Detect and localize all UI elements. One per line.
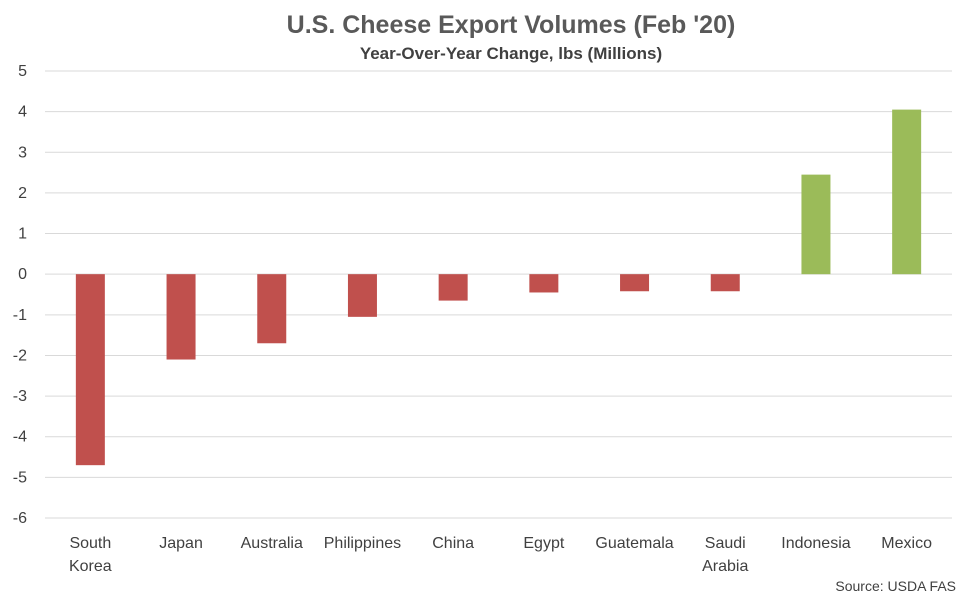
x-tick-label: Saudi Arabia (702, 535, 748, 575)
chart-title: U.S. Cheese Export Volumes (Feb '20) (287, 11, 736, 39)
bar (438, 274, 468, 301)
y-tick-label: 3 (18, 144, 27, 161)
y-tick-label: 1 (18, 226, 27, 243)
x-tick-label: Egypt (523, 535, 564, 552)
gridlines (45, 70, 952, 519)
y-tick-label: -1 (13, 307, 27, 324)
x-axis-labels: South Korea Japan Australia Philippines China… (69, 535, 932, 575)
y-tick-label: 5 (18, 63, 27, 80)
source-note: Source: USDA FAS (835, 578, 956, 594)
x-tick-label: Guatemala (595, 535, 673, 552)
bar (529, 274, 559, 293)
y-tick-label: -3 (13, 388, 27, 405)
y-tick-label: 0 (18, 266, 27, 283)
y-tick-label: -6 (13, 510, 27, 527)
y-tick-label: -4 (13, 429, 27, 446)
x-tick-label: South Korea (69, 535, 112, 575)
bar (75, 274, 105, 466)
chart-subtitle: Year-Over-Year Change, lbs (Millions) (360, 44, 662, 63)
y-tick-label: 2 (18, 185, 27, 202)
bar (347, 274, 377, 317)
x-tick-label: Australia (241, 535, 303, 552)
x-tick-label: Japan (159, 535, 203, 552)
y-axis-ticks: 5 4 3 2 1 0 -1 -2 -3 -4 -5 -6 (13, 63, 27, 527)
bar (620, 274, 650, 292)
x-tick-label: Philippines (324, 535, 401, 552)
bar (257, 274, 287, 344)
bar (166, 274, 196, 360)
bars (75, 109, 922, 466)
y-tick-label: -5 (13, 469, 27, 486)
bar (801, 174, 831, 275)
bar (892, 109, 922, 275)
x-tick-label: Mexico (881, 535, 932, 552)
bar (710, 274, 740, 292)
y-tick-label: 4 (18, 104, 27, 121)
x-tick-label: Indonesia (781, 535, 850, 552)
y-tick-label: -2 (13, 347, 27, 364)
x-tick-label: China (432, 535, 474, 552)
